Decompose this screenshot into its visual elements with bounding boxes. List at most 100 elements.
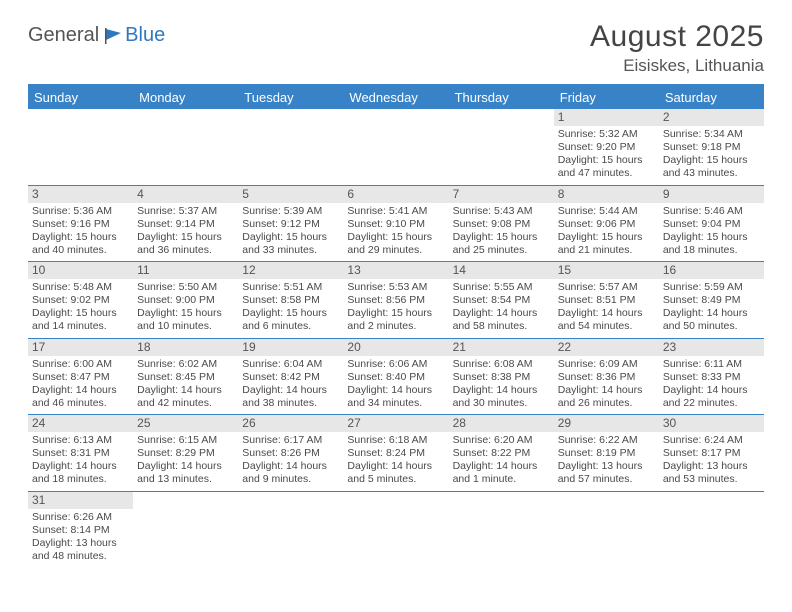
day-number: 6	[343, 186, 448, 203]
day2-text: and 47 minutes.	[558, 167, 655, 180]
sunrise-text: Sunrise: 6:22 AM	[558, 434, 655, 447]
sunset-text: Sunset: 9:08 PM	[453, 218, 550, 231]
week-row: 24Sunrise: 6:13 AMSunset: 8:31 PMDayligh…	[28, 415, 764, 492]
day-number: 9	[659, 186, 764, 203]
day-cell: 13Sunrise: 5:53 AMSunset: 8:56 PMDayligh…	[343, 262, 448, 338]
day2-text: and 9 minutes.	[242, 473, 339, 486]
day-cell: 29Sunrise: 6:22 AMSunset: 8:19 PMDayligh…	[554, 415, 659, 491]
day1-text: Daylight: 14 hours	[137, 384, 234, 397]
day2-text: and 58 minutes.	[453, 320, 550, 333]
weekday-header: Thursday	[449, 86, 554, 109]
sunset-text: Sunset: 8:58 PM	[242, 294, 339, 307]
day2-text: and 1 minute.	[453, 473, 550, 486]
day-number: 16	[659, 262, 764, 279]
empty-cell	[449, 109, 554, 185]
day2-text: and 14 minutes.	[32, 320, 129, 333]
day-cell: 6Sunrise: 5:41 AMSunset: 9:10 PMDaylight…	[343, 186, 448, 262]
day-cell: 2Sunrise: 5:34 AMSunset: 9:18 PMDaylight…	[659, 109, 764, 185]
day-cell: 3Sunrise: 5:36 AMSunset: 9:16 PMDaylight…	[28, 186, 133, 262]
sunset-text: Sunset: 8:36 PM	[558, 371, 655, 384]
sunrise-text: Sunrise: 6:08 AM	[453, 358, 550, 371]
day-cell: 30Sunrise: 6:24 AMSunset: 8:17 PMDayligh…	[659, 415, 764, 491]
day-number: 27	[343, 415, 448, 432]
sunrise-text: Sunrise: 6:00 AM	[32, 358, 129, 371]
day1-text: Daylight: 15 hours	[137, 307, 234, 320]
sunset-text: Sunset: 8:47 PM	[32, 371, 129, 384]
day2-text: and 33 minutes.	[242, 244, 339, 257]
day-cell: 10Sunrise: 5:48 AMSunset: 9:02 PMDayligh…	[28, 262, 133, 338]
day-cell: 22 Sunrise: 6:09 AMSunset: 8:36 PMDayligh…	[554, 339, 659, 415]
day-cell: 12Sunrise: 5:51 AMSunset: 8:58 PMDayligh…	[238, 262, 343, 338]
sunrise-text: Sunrise: 5:34 AM	[663, 128, 760, 141]
day-cell: 26Sunrise: 6:17 AMSunset: 8:26 PMDayligh…	[238, 415, 343, 491]
sunrise-text: Sunrise: 5:41 AM	[347, 205, 444, 218]
empty-cell	[238, 109, 343, 185]
sunset-text: Sunset: 9:18 PM	[663, 141, 760, 154]
logo-text-1: General	[28, 24, 99, 47]
day2-text: and 36 minutes.	[137, 244, 234, 257]
day1-text: Daylight: 15 hours	[242, 307, 339, 320]
day-number: 28	[449, 415, 554, 432]
sunrise-text: Sunrise: 6:04 AM	[242, 358, 339, 371]
sunset-text: Sunset: 8:14 PM	[32, 524, 129, 537]
logo: General Blue	[28, 24, 165, 47]
day2-text: and 34 minutes.	[347, 397, 444, 410]
day-number: 19	[238, 339, 343, 356]
day1-text: Daylight: 15 hours	[663, 154, 760, 167]
title-block: August 2025 Eisiskes, Lithuania	[590, 20, 764, 76]
empty-cell	[133, 492, 238, 568]
day1-text: Daylight: 15 hours	[137, 231, 234, 244]
sunrise-text: Sunrise: 5:59 AM	[663, 281, 760, 294]
sunset-text: Sunset: 8:19 PM	[558, 447, 655, 460]
flag-icon	[103, 27, 125, 45]
sunrise-text: Sunrise: 6:09 AM	[558, 358, 655, 371]
day2-text: and 13 minutes.	[137, 473, 234, 486]
day-number: 18	[133, 339, 238, 356]
day2-text: and 29 minutes.	[347, 244, 444, 257]
sunrise-text: Sunrise: 5:48 AM	[32, 281, 129, 294]
week-row: 3Sunrise: 5:36 AMSunset: 9:16 PMDaylight…	[28, 186, 764, 263]
sunrise-text: Sunrise: 5:37 AM	[137, 205, 234, 218]
day1-text: Daylight: 15 hours	[32, 307, 129, 320]
day1-text: Daylight: 14 hours	[663, 384, 760, 397]
weekday-header: Tuesday	[238, 86, 343, 109]
day-cell: 8Sunrise: 5:44 AMSunset: 9:06 PMDaylight…	[554, 186, 659, 262]
sunrise-text: Sunrise: 5:39 AM	[242, 205, 339, 218]
day-number: 7	[449, 186, 554, 203]
sunset-text: Sunset: 8:54 PM	[453, 294, 550, 307]
day1-text: Daylight: 14 hours	[453, 307, 550, 320]
weekday-header: Saturday	[659, 86, 764, 109]
sunset-text: Sunset: 9:20 PM	[558, 141, 655, 154]
sunset-text: Sunset: 8:56 PM	[347, 294, 444, 307]
sunset-text: Sunset: 9:06 PM	[558, 218, 655, 231]
day2-text: and 40 minutes.	[32, 244, 129, 257]
day1-text: Daylight: 14 hours	[32, 384, 129, 397]
day-number: 29	[554, 415, 659, 432]
day-cell: 25Sunrise: 6:15 AMSunset: 8:29 PMDayligh…	[133, 415, 238, 491]
day-cell: 20Sunrise: 6:06 AMSunset: 8:40 PMDayligh…	[343, 339, 448, 415]
day-number: 3	[28, 186, 133, 203]
day2-text: and 26 minutes.	[558, 397, 655, 410]
day2-text: and 6 minutes.	[242, 320, 339, 333]
day-cell: 11Sunrise: 5:50 AMSunset: 9:00 PMDayligh…	[133, 262, 238, 338]
sunrise-text: Sunrise: 5:44 AM	[558, 205, 655, 218]
weekday-header-row: SundayMondayTuesdayWednesdayThursdayFrid…	[28, 86, 764, 109]
day-cell: 14Sunrise: 5:55 AMSunset: 8:54 PMDayligh…	[449, 262, 554, 338]
day-number: 20	[343, 339, 448, 356]
day1-text: Daylight: 14 hours	[453, 460, 550, 473]
day-cell: 17Sunrise: 6:00 AMSunset: 8:47 PMDayligh…	[28, 339, 133, 415]
sunrise-text: Sunrise: 6:06 AM	[347, 358, 444, 371]
sunrise-text: Sunrise: 5:53 AM	[347, 281, 444, 294]
day1-text: Daylight: 13 hours	[663, 460, 760, 473]
day1-text: Daylight: 15 hours	[558, 231, 655, 244]
day-number: 22	[554, 339, 659, 356]
sunrise-text: Sunrise: 6:11 AM	[663, 358, 760, 371]
sunrise-text: Sunrise: 5:57 AM	[558, 281, 655, 294]
day-number: 24	[28, 415, 133, 432]
day-cell: 1Sunrise: 5:32 AMSunset: 9:20 PMDaylight…	[554, 109, 659, 185]
day2-text: and 18 minutes.	[32, 473, 129, 486]
sunset-text: Sunset: 8:33 PM	[663, 371, 760, 384]
day-cell: 16Sunrise: 5:59 AMSunset: 8:49 PMDayligh…	[659, 262, 764, 338]
sunset-text: Sunset: 9:02 PM	[32, 294, 129, 307]
day1-text: Daylight: 14 hours	[558, 384, 655, 397]
